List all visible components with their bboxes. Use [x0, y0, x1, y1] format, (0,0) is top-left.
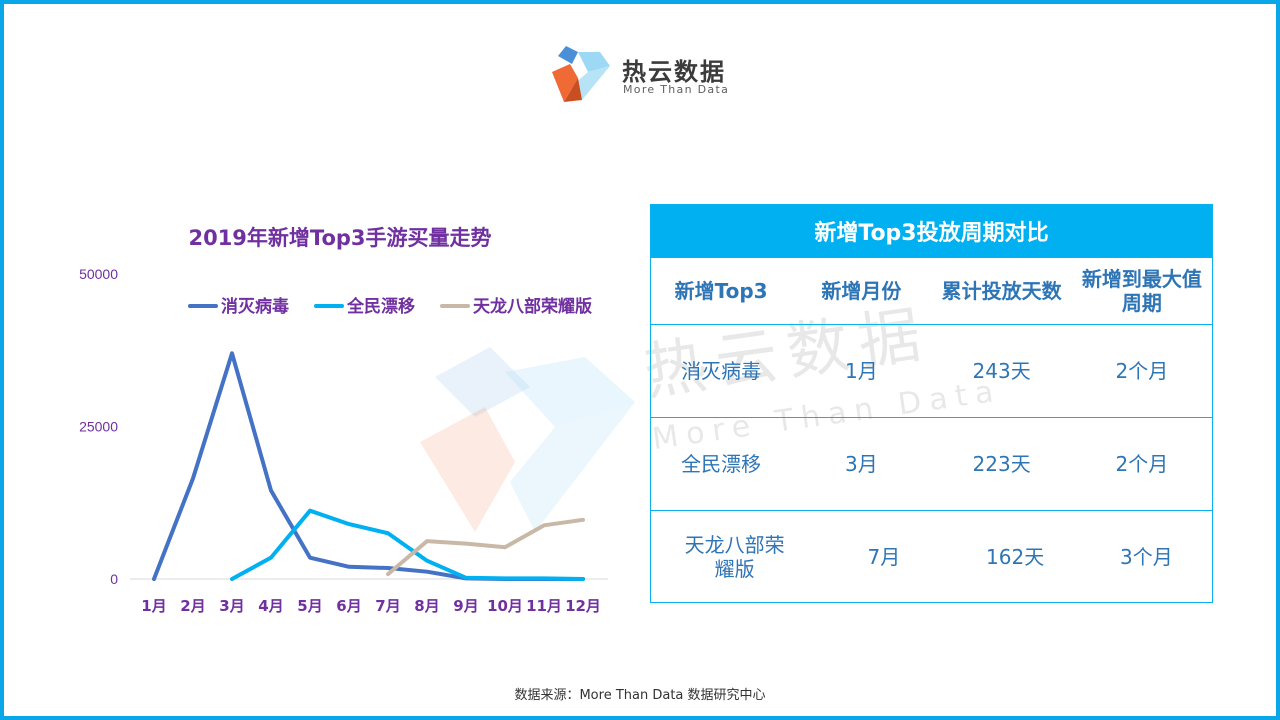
table-cell: 7月: [867, 545, 901, 569]
table-cell: 全民漂移: [681, 452, 762, 476]
series-line-2: [230, 508, 585, 581]
x-tick-label: 2月: [180, 597, 205, 615]
y-tick-label: 25000: [79, 419, 118, 435]
line-chart: 0 25000 50000 1月 2月 3月 4月 5月 6月 7月 8月 9月 10月 11月 12月 消灭…: [79, 266, 608, 615]
data-source-note: 数据来源：More Than Data 数据研究中心: [514, 688, 766, 703]
logo-name: 热云数据: [622, 58, 726, 86]
y-tick-label: 0: [110, 571, 118, 587]
table-cell: 天龙八部荣耀版: [684, 533, 785, 581]
table-cell: 243天: [972, 359, 1031, 383]
series-line-1: [152, 351, 585, 581]
table-header-cell: 新增到最大值周期: [1081, 267, 1202, 315]
x-tick-label: 3月: [219, 597, 244, 615]
table-cell: 2个月: [1115, 359, 1169, 383]
logo-tagline: More Than Data: [623, 83, 730, 96]
logo: 热云数据 More Than Data: [548, 42, 738, 106]
x-tick-label: 8月: [414, 597, 439, 615]
x-tick-label: 4月: [258, 597, 283, 615]
comparison-table: 新增Top3投放周期对比 新增Top3 新增月份 累计投放天数 新增到最大值周期…: [650, 204, 1213, 603]
chart-title: 2019年新增Top3手游买量走势: [188, 226, 492, 250]
legend-label: 消灭病毒: [221, 296, 289, 317]
table-row: 天龙八部荣耀版 7月 162天 3个月: [651, 510, 1212, 603]
table-header-row: 新增Top3 新增月份 累计投放天数 新增到最大值周期: [651, 257, 1212, 324]
table-cell: 消灭病毒: [681, 359, 762, 383]
table-cell: 223天: [972, 452, 1031, 476]
x-tick-label: 9月: [453, 597, 478, 615]
table-cell: 162天: [986, 545, 1045, 569]
logo-mark-icon: [552, 46, 610, 102]
x-tick-label: 11月: [526, 597, 562, 615]
table-row: 全民漂移 3月 223天 2个月: [651, 417, 1212, 510]
table-header-cell: 累计投放天数: [941, 279, 1062, 303]
table-cell: 2个月: [1115, 452, 1169, 476]
x-tick-label: 12月: [565, 597, 601, 615]
legend-label: 全民漂移: [346, 296, 415, 317]
table-header-cell: 新增Top3: [674, 279, 768, 303]
x-tick-label: 10月: [487, 597, 523, 615]
x-tick-label: 7月: [375, 597, 400, 615]
table-cell: 3月: [845, 452, 878, 476]
table-header-cell: 新增月份: [821, 279, 902, 303]
legend-label: 天龙八部荣耀版: [473, 296, 592, 317]
table-row: 消灭病毒 1月 243天 2个月: [651, 324, 1212, 417]
x-tick-label: 6月: [336, 597, 361, 615]
x-tick-label: 1月: [141, 597, 166, 615]
table-cell: 3个月: [1120, 545, 1173, 569]
x-tick-label: 5月: [297, 597, 322, 615]
table-title: 新增Top3投放周期对比: [651, 205, 1212, 257]
series-line-3: [386, 517, 585, 577]
y-tick-label: 50000: [79, 266, 118, 282]
table-cell: 1月: [845, 359, 878, 383]
